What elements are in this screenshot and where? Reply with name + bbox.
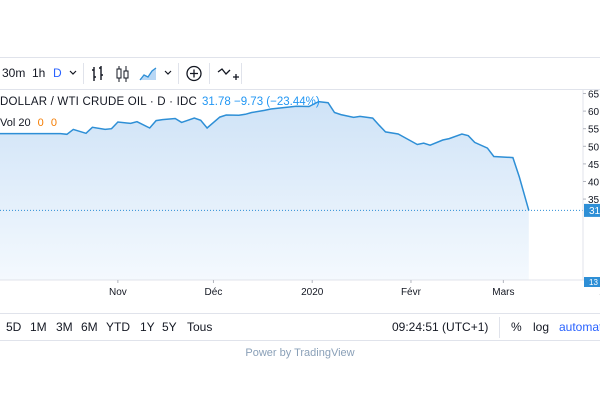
toolbar-divider (499, 317, 500, 338)
volume-legend: Vol 20 0 0 (0, 117, 57, 129)
toolbar-divider (209, 63, 210, 84)
add-indicator-icon[interactable] (185, 58, 203, 89)
bars-icon[interactable] (90, 58, 106, 89)
toolbar-divider (178, 63, 179, 84)
price-tick-label: 60 (588, 107, 600, 118)
auto-scale-toggle[interactable]: automatic (559, 320, 600, 334)
price-change: 31.78 −9.73 (−23.44%) (202, 96, 320, 108)
range-6m-button[interactable]: 6M (81, 320, 98, 334)
time-axis[interactable]: NovDéc2020FévrMars2 (109, 280, 600, 298)
interval-1h-button[interactable]: 1h (32, 66, 46, 80)
last-price-label: 31 (584, 203, 600, 217)
chart-toolbar: 30m 1h D (0, 57, 600, 90)
price-axis[interactable]: 65 60 55 50 45 40 35 (583, 90, 600, 206)
partial-price-label: 13 (584, 277, 600, 287)
volume-value: 0 (50, 117, 57, 129)
plot-area (0, 100, 583, 280)
area-icon[interactable] (139, 58, 157, 89)
log-toggle[interactable]: log (533, 320, 550, 334)
volume-label[interactable]: Vol 20 (0, 117, 31, 129)
price-tick-label: 35 (588, 195, 600, 206)
range-all-button[interactable]: Tous (187, 320, 213, 334)
symbol-legend: DOLLAR / WTI CRUDE OIL · D · IDC 31.78 −9… (0, 96, 320, 108)
time-tick-label: Févr (401, 287, 422, 298)
price-tick-label: 40 (588, 177, 600, 188)
symbol-title[interactable]: DOLLAR / WTI CRUDE OIL · D · IDC (0, 96, 198, 108)
chevron-down-icon[interactable] (163, 58, 173, 89)
price-tick-label: 50 (588, 142, 600, 153)
time-tick-label: 2020 (301, 287, 324, 298)
chevron-down-icon[interactable] (68, 58, 78, 89)
partial-price-value: 13 (589, 278, 598, 287)
range-1m-button[interactable]: 1M (30, 320, 47, 334)
candles-icon[interactable] (115, 58, 131, 89)
clock[interactable]: 09:24:51 (UTC+1) (392, 320, 489, 334)
time-tick-label: Mars (492, 287, 514, 298)
range-5d-button[interactable]: 5D (6, 320, 22, 334)
compare-icon[interactable] (217, 58, 239, 89)
range-toolbar: 5D 1M 3M 6M YTD 1Y 5Y Tous 09:24:51 (UTC… (0, 313, 600, 341)
price-tick-label: 45 (588, 160, 600, 171)
price-line (0, 100, 530, 211)
toolbar-divider (83, 63, 84, 84)
price-tick-label: 65 (588, 90, 600, 101)
price-area-fill (0, 101, 529, 280)
time-tick-label: Déc (205, 287, 223, 298)
range-ytd-button[interactable]: YTD (106, 320, 130, 334)
time-tick-label: Nov (109, 287, 127, 298)
range-5y-button[interactable]: 5Y (162, 320, 177, 334)
interval-30m-button[interactable]: 30m (2, 66, 26, 80)
last-price-value: 31 (589, 206, 600, 217)
interval-d-button[interactable]: D (53, 66, 62, 80)
price-tick-label: 55 (588, 125, 600, 136)
percent-toggle[interactable]: % (511, 320, 522, 334)
toolbar-divider (241, 63, 242, 84)
powered-by-link[interactable]: Power by TradingView (245, 347, 355, 359)
volume-value: 0 (37, 117, 44, 129)
range-1y-button[interactable]: 1Y (140, 320, 155, 334)
range-3m-button[interactable]: 3M (56, 320, 73, 334)
